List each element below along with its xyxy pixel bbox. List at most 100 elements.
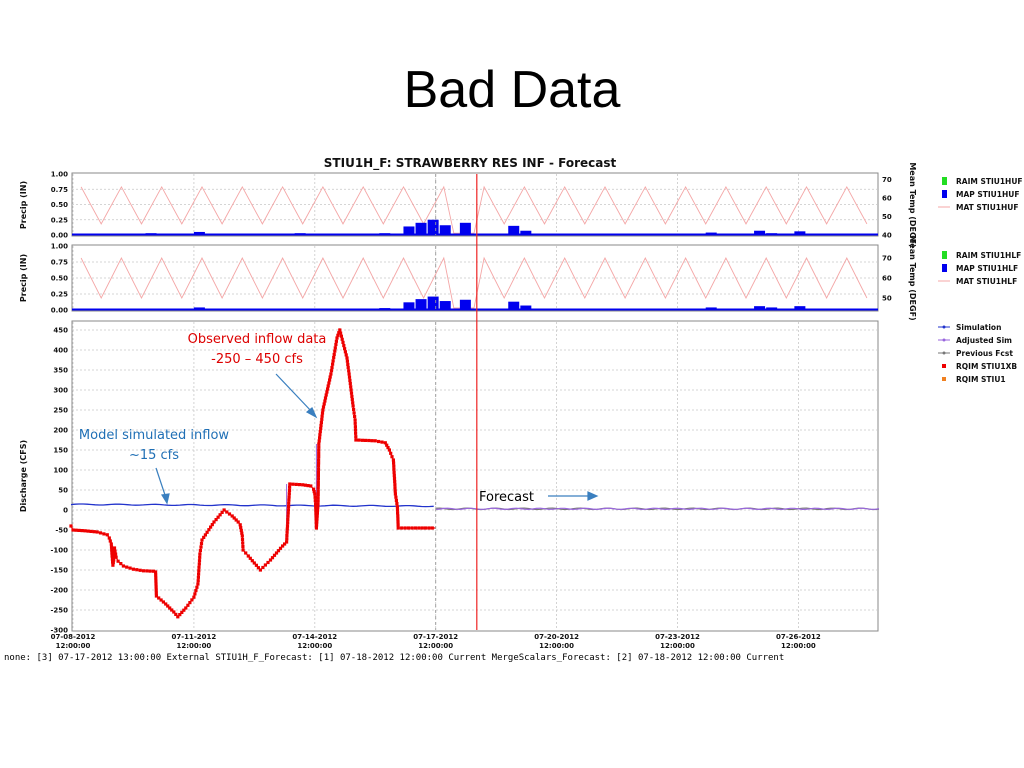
y-tick-label: -150: [50, 567, 68, 575]
observed-point: [316, 474, 320, 478]
temperature-line: [80, 256, 868, 309]
observed-point: [394, 498, 398, 502]
legend-rqim-stiu1: RQIM STIU1: [942, 375, 1006, 384]
observed-point: [392, 464, 396, 468]
legend-map-lower: MAP STIU1HLF: [942, 264, 1018, 273]
observed-point: [316, 492, 320, 497]
precip-bar: [520, 305, 532, 310]
observed-annotation-line1: Observed inflow data: [188, 332, 327, 347]
observed-point: [174, 612, 178, 616]
observed-point: [283, 542, 287, 546]
observed-point: [403, 526, 407, 530]
observed-point: [343, 350, 347, 354]
observed-point: [318, 430, 322, 434]
observed-point: [357, 438, 361, 442]
observed-point: [240, 531, 244, 535]
observed-point: [113, 549, 117, 553]
observed-point: [274, 551, 279, 555]
observed-point: [216, 515, 220, 519]
observed-point: [315, 517, 319, 521]
observed-point: [320, 414, 324, 418]
observed-point: [286, 517, 290, 521]
observed-point: [316, 502, 320, 506]
y-right-tick-label: 60: [882, 195, 892, 203]
precip-bar: [794, 306, 806, 310]
observed-point: [111, 561, 115, 565]
observed-point: [317, 451, 321, 456]
observed-point: [281, 544, 285, 548]
precip-bar: [508, 225, 520, 235]
observed-point: [218, 513, 222, 517]
observed-point: [222, 508, 226, 512]
discharge-ylabel: Discharge (CFS): [19, 440, 28, 512]
precip-upper-ylabel: Precip (IN): [19, 181, 28, 229]
observed-point: [328, 375, 332, 379]
legend-adjusted-sim: Adjusted Sim: [938, 336, 1012, 345]
observed-point: [380, 440, 384, 444]
observed-point: [131, 567, 135, 571]
observed-point: [197, 569, 201, 573]
observed-point: [172, 610, 176, 614]
observed-point: [315, 520, 319, 524]
observed-point: [370, 439, 374, 443]
observed-point: [353, 414, 357, 419]
observed-point: [108, 539, 112, 543]
precip-bar: [97, 233, 109, 235]
forecast-annotation: Forecast: [479, 490, 534, 505]
y-tick-label: 100: [53, 467, 68, 475]
observed-point: [246, 554, 250, 558]
observed-point: [327, 381, 331, 385]
observed-point: [339, 334, 343, 338]
y-tick-label: 0.75: [51, 259, 68, 267]
y-right-tick-label: 60: [882, 275, 892, 283]
legend-simulation: Simulation: [938, 323, 1001, 332]
observed-point: [410, 526, 414, 530]
x-tick-label: 12:00:00: [297, 642, 332, 650]
observed-point: [329, 369, 334, 373]
y-tick-label: 250: [53, 407, 68, 415]
observed-point: [322, 402, 326, 406]
observed-point: [353, 418, 357, 422]
y-tick-label: 450: [53, 327, 68, 335]
observed-point: [197, 562, 201, 566]
y-tick-label: 1.00: [51, 243, 68, 251]
observed-point: [393, 486, 397, 490]
observed-point: [268, 558, 273, 562]
x-tick-label: 12:00:00: [660, 642, 695, 650]
precip-bar: [294, 308, 306, 310]
y-tick-label: -100: [50, 547, 68, 555]
observed-point: [285, 530, 289, 534]
observed-point: [288, 485, 292, 489]
observed-point: [266, 560, 270, 565]
observed-point: [396, 526, 400, 530]
observed-point: [291, 482, 295, 486]
observed-point: [190, 598, 194, 602]
precip-bar: [556, 308, 568, 310]
observed-point: [200, 538, 204, 542]
observed-point: [321, 405, 326, 409]
observed-point: [238, 523, 242, 527]
precip-bar: [459, 222, 471, 235]
observed-point: [413, 526, 418, 530]
observed-point: [285, 534, 289, 538]
observed-point: [330, 365, 334, 370]
legend-label: Previous Fcst: [956, 349, 1013, 358]
precip-bar: [379, 308, 391, 310]
observed-point: [276, 549, 281, 553]
precip-lower-ylabel: Precip (IN): [19, 254, 28, 302]
observed-point: [349, 385, 353, 389]
observed-point: [303, 483, 307, 487]
observed-point: [248, 556, 252, 560]
legend-label: MAT STIU1HLF: [956, 277, 1017, 286]
observed-point: [349, 391, 354, 395]
observed-point: [98, 531, 103, 535]
observed-point: [110, 554, 114, 558]
observed-point: [395, 508, 400, 512]
y-tick-label: 300: [53, 387, 68, 395]
observed-point: [316, 477, 320, 481]
y-tick-label: 350: [53, 367, 68, 375]
observed-point: [240, 537, 245, 542]
observed-point: [396, 511, 400, 515]
precip-bar: [415, 299, 427, 310]
observed-point: [135, 568, 139, 572]
